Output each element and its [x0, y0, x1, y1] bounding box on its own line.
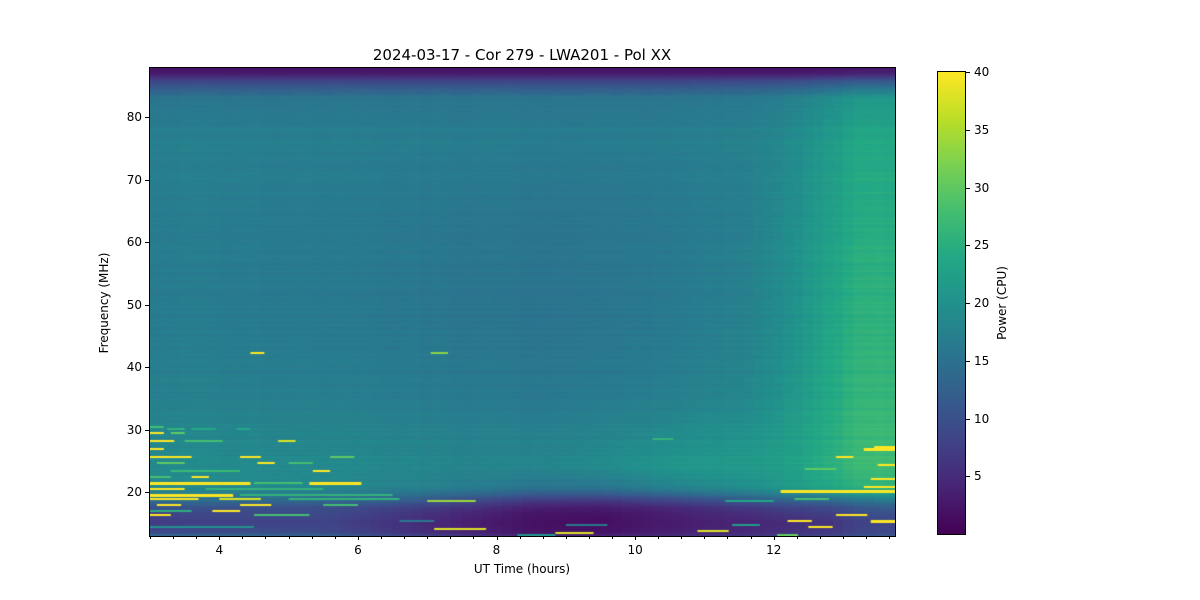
x-minor-tick: [588, 536, 590, 539]
colorbar-canvas: [938, 72, 965, 534]
x-minor-tick: [565, 536, 567, 539]
x-tick-label: 6: [354, 543, 362, 557]
colorbar-tick: [966, 476, 970, 478]
x-minor-tick: [842, 536, 844, 539]
y-major-tick: [145, 429, 149, 431]
y-major-tick: [145, 492, 149, 493]
x-minor-tick: [150, 536, 151, 539]
colorbar-tick: [966, 360, 970, 362]
x-minor-tick: [704, 536, 706, 539]
x-minor-tick: [796, 536, 798, 539]
x-minor-tick: [311, 536, 313, 539]
colorbar-tick-label: 5: [974, 469, 982, 484]
heatmap-canvas: [150, 68, 895, 536]
colorbar-label: Power (CPU): [995, 266, 1009, 340]
x-minor-tick: [473, 536, 475, 539]
x-major-tick: [773, 536, 775, 540]
colorbar-tick: [966, 418, 970, 420]
x-major-tick: [496, 536, 498, 540]
x-minor-tick: [889, 536, 891, 539]
x-tick-label: 4: [215, 543, 224, 557]
colorbar-tick-label: 25: [974, 238, 990, 253]
x-minor-tick: [727, 536, 729, 539]
y-tick-label: 50: [126, 297, 142, 312]
x-minor-tick: [288, 536, 290, 539]
x-minor-tick: [611, 536, 613, 539]
colorbar-tick: [966, 245, 970, 247]
colorbar-tick: [966, 187, 970, 189]
y-tick-label: 70: [126, 172, 142, 187]
x-tick-label: 8: [492, 543, 501, 557]
x-minor-tick: [542, 536, 544, 539]
x-minor-tick: [196, 536, 198, 539]
chart-title: 2024-03-17 - Cor 279 - LWA201 - Pol XX: [372, 46, 672, 64]
x-minor-tick: [819, 536, 821, 539]
y-tick-label: 40: [126, 360, 142, 374]
x-minor-tick: [404, 536, 406, 539]
colorbar-tick: [966, 303, 970, 304]
x-minor-tick: [681, 536, 683, 539]
x-minor-tick: [866, 536, 868, 539]
colorbar-tick-label: 40: [974, 65, 990, 79]
y-major-tick: [145, 179, 149, 181]
y-tick-label: 20: [126, 485, 142, 499]
x-minor-tick: [750, 536, 752, 539]
x-tick-label: 10: [627, 543, 643, 557]
x-minor-tick: [173, 536, 175, 539]
colorbar-tick-label: 35: [974, 122, 990, 137]
x-tick-label: 12: [766, 543, 782, 557]
y-major-tick: [145, 117, 149, 118]
colorbar-tick-label: 15: [974, 353, 990, 368]
x-minor-tick: [242, 536, 244, 539]
plot-area: [149, 67, 896, 537]
x-major-tick: [635, 536, 637, 540]
y-tick-label: 30: [126, 422, 142, 437]
y-major-tick: [145, 242, 149, 243]
x-major-tick: [219, 536, 221, 540]
y-major-tick: [145, 304, 149, 306]
x-minor-tick: [265, 536, 267, 539]
colorbar-tick-label: 30: [974, 180, 990, 195]
x-minor-tick: [427, 536, 429, 539]
y-axis-label: Frequency (MHz): [97, 252, 111, 354]
x-minor-tick: [334, 536, 336, 539]
colorbar-tick: [966, 72, 970, 73]
y-tick-label: 60: [126, 235, 142, 249]
x-major-tick: [357, 536, 359, 540]
colorbar-tick-label: 10: [974, 411, 990, 426]
x-minor-tick: [450, 536, 452, 539]
colorbar-tick: [966, 129, 970, 131]
colorbar-tick-label: 20: [974, 296, 990, 310]
x-axis-label: UT Time (hours): [473, 562, 571, 576]
colorbar: [937, 71, 966, 535]
y-major-tick: [145, 367, 149, 368]
x-minor-tick: [658, 536, 660, 539]
y-tick-label: 80: [126, 110, 142, 124]
x-minor-tick: [519, 536, 521, 539]
x-minor-tick: [380, 536, 382, 539]
